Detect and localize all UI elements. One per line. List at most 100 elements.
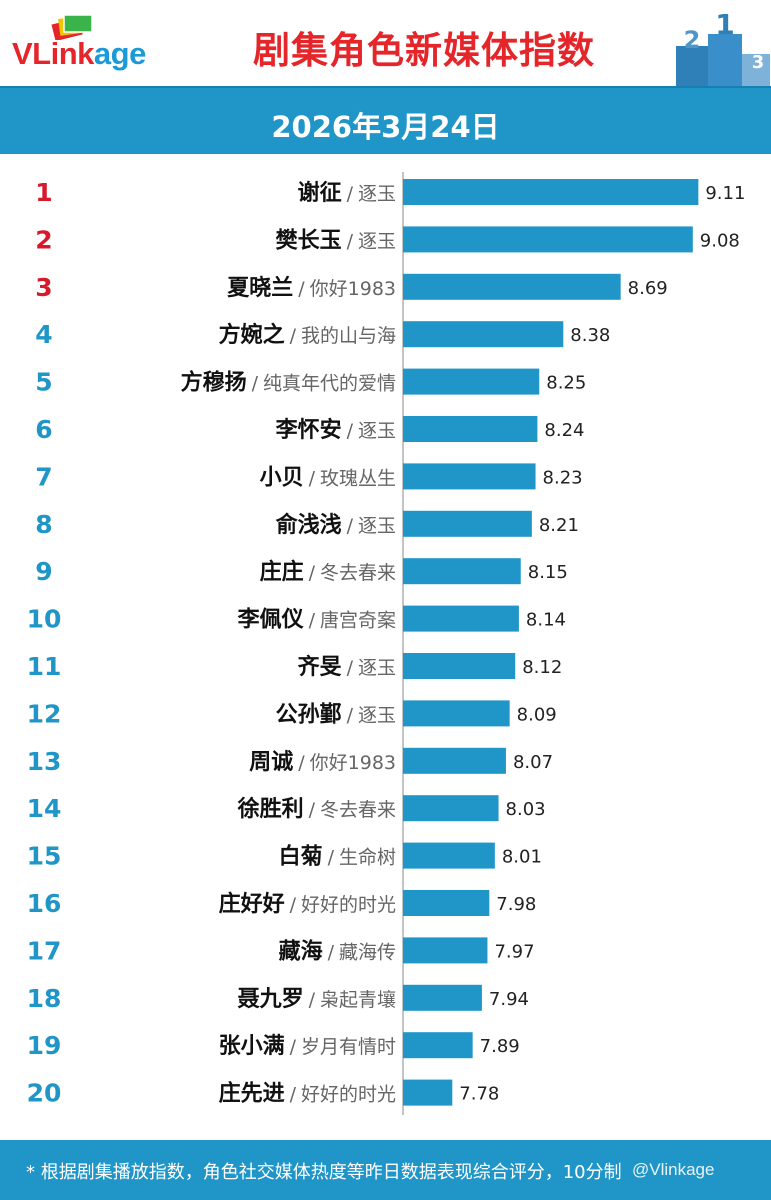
row-label: 方婉之 / 我的山与海 bbox=[219, 322, 396, 348]
logo-cards-icon bbox=[51, 14, 93, 40]
row-label: 白菊 / 生命树 bbox=[279, 844, 396, 870]
bar bbox=[403, 1032, 473, 1059]
bar bbox=[403, 226, 693, 253]
rank-label: 19 bbox=[27, 1031, 62, 1060]
row-label: 聂九罗 / 枭起青壤 bbox=[237, 987, 396, 1012]
rank-label: 12 bbox=[27, 699, 62, 728]
rank-label: 1 bbox=[35, 178, 52, 207]
role-name: 张小满 bbox=[219, 1034, 285, 1059]
rank-label: 14 bbox=[27, 794, 62, 823]
drama-name: 逐玉 bbox=[358, 230, 396, 252]
value-label: 8.15 bbox=[528, 562, 568, 583]
label-separator: / bbox=[347, 515, 354, 537]
podium-icon: 2 1 3 bbox=[676, 8, 770, 86]
row-label: 李佩仪 / 唐宫奇案 bbox=[237, 608, 396, 633]
bar bbox=[403, 179, 699, 205]
value-label: 7.98 bbox=[496, 894, 536, 915]
bar bbox=[403, 1079, 453, 1106]
date-banner: 2026年3月24日 bbox=[0, 86, 771, 154]
role-name: 周诚 bbox=[249, 750, 293, 775]
drama-name: 玫瑰丛生 bbox=[320, 467, 396, 489]
rank-label: 2 bbox=[35, 225, 52, 254]
chart-row: 6 李怀安 / 逐玉 8.24 bbox=[35, 415, 584, 444]
label-separator: / bbox=[347, 183, 354, 205]
rank-label: 7 bbox=[35, 462, 52, 491]
rank-label: 3 bbox=[35, 273, 52, 302]
ranking-bar-chart: 1 谢征 / 逐玉 9.112 樊长玉 / 逐玉 9.083 夏晓兰 / 你好1983 8.694 方婉之… bbox=[27, 172, 745, 1115]
row-label: 周诚 / 你好1983 bbox=[249, 750, 396, 775]
rank-label: 18 bbox=[27, 984, 62, 1013]
drama-name: 枭起青壤 bbox=[320, 989, 396, 1011]
rank-label: 8 bbox=[35, 510, 52, 539]
drama-name: 冬去春来 bbox=[320, 562, 396, 584]
chart-row: 10 李佩仪 / 唐宫奇案 8.14 bbox=[27, 605, 566, 634]
value-label: 7.78 bbox=[459, 1084, 499, 1105]
role-name: 谢征 bbox=[298, 180, 342, 206]
chart-row: 15 白菊 / 生命树 8.01 bbox=[27, 842, 542, 871]
value-label: 8.24 bbox=[544, 420, 584, 441]
footnote: * 根据剧集播放指数，角色社交媒体热度等昨日数据表现综合评分，10分制 bbox=[26, 1162, 622, 1183]
header: VLinkage 剧集角色新媒体指数 2 1 3 bbox=[0, 0, 771, 86]
bar bbox=[403, 558, 521, 585]
role-name: 齐旻 bbox=[298, 654, 342, 680]
bar bbox=[403, 510, 532, 537]
drama-name: 冬去春来 bbox=[320, 799, 396, 821]
bar bbox=[403, 368, 540, 395]
row-label: 小贝 / 玫瑰丛生 bbox=[260, 465, 396, 490]
rank-label: 11 bbox=[27, 652, 62, 681]
role-name: 李佩仪 bbox=[237, 608, 305, 633]
value-label: 7.94 bbox=[489, 989, 529, 1010]
rank-label: 10 bbox=[27, 605, 62, 634]
date-label: 2026年3月24日 bbox=[271, 110, 500, 144]
podium-digit-1: 1 bbox=[715, 8, 734, 41]
label-separator: / bbox=[290, 1084, 297, 1106]
value-label: 9.08 bbox=[700, 230, 740, 251]
bar bbox=[403, 416, 538, 442]
role-name: 庄好好 bbox=[219, 891, 285, 917]
rank-label: 15 bbox=[27, 842, 62, 871]
role-name: 方穆扬 bbox=[181, 370, 247, 396]
label-separator: / bbox=[290, 325, 297, 347]
value-label: 8.12 bbox=[522, 657, 562, 678]
role-name: 公孙鄞 bbox=[276, 701, 342, 727]
weibo-watermark: @Vlinkage bbox=[632, 1160, 715, 1179]
role-name: 樊长玉 bbox=[276, 228, 342, 253]
label-separator: / bbox=[309, 467, 316, 489]
rank-label: 20 bbox=[27, 1079, 62, 1108]
role-name: 小贝 bbox=[260, 465, 304, 490]
role-name: 庄庄 bbox=[260, 559, 304, 585]
drama-name: 好好的时光 bbox=[301, 1084, 396, 1106]
value-label: 8.01 bbox=[502, 847, 542, 868]
label-separator: / bbox=[328, 847, 335, 869]
drama-name: 逐玉 bbox=[358, 515, 396, 537]
role-name: 聂九罗 bbox=[237, 987, 304, 1012]
logo-text-main: VLink bbox=[12, 36, 94, 71]
bar bbox=[403, 984, 482, 1011]
logo-text-tail: age bbox=[93, 36, 146, 71]
rank-label: 16 bbox=[27, 889, 62, 918]
label-separator: / bbox=[309, 562, 316, 584]
label-separator: / bbox=[347, 420, 354, 442]
label-separator: / bbox=[309, 610, 316, 632]
value-label: 7.97 bbox=[494, 941, 534, 962]
drama-name: 岁月有情时 bbox=[301, 1036, 396, 1058]
drama-name: 逐玉 bbox=[358, 657, 396, 679]
drama-name: 逐玉 bbox=[358, 704, 396, 726]
chart-row: 1 谢征 / 逐玉 9.11 bbox=[35, 178, 745, 207]
chart-row: 12 公孙鄞 / 逐玉 8.09 bbox=[27, 699, 557, 728]
value-label: 8.21 bbox=[539, 515, 579, 536]
role-name: 庄先进 bbox=[219, 1081, 285, 1107]
chart-row: 7 小贝 / 玫瑰丛生 8.23 bbox=[35, 462, 582, 491]
chart-row: 2 樊长玉 / 逐玉 9.08 bbox=[35, 225, 740, 254]
value-label: 8.23 bbox=[543, 467, 583, 488]
bar bbox=[403, 842, 495, 869]
podium-digit-3: 3 bbox=[752, 52, 765, 73]
value-label: 8.69 bbox=[628, 278, 668, 299]
drama-name: 我的山与海 bbox=[301, 325, 396, 347]
bar bbox=[403, 937, 488, 964]
chart-row: 20 庄先进 / 好好的时光 7.78 bbox=[27, 1079, 500, 1108]
role-name: 李怀安 bbox=[275, 417, 342, 443]
row-label: 庄庄 / 冬去春来 bbox=[260, 559, 396, 585]
label-separator: / bbox=[298, 752, 305, 774]
row-label: 谢征 / 逐玉 bbox=[298, 180, 396, 206]
